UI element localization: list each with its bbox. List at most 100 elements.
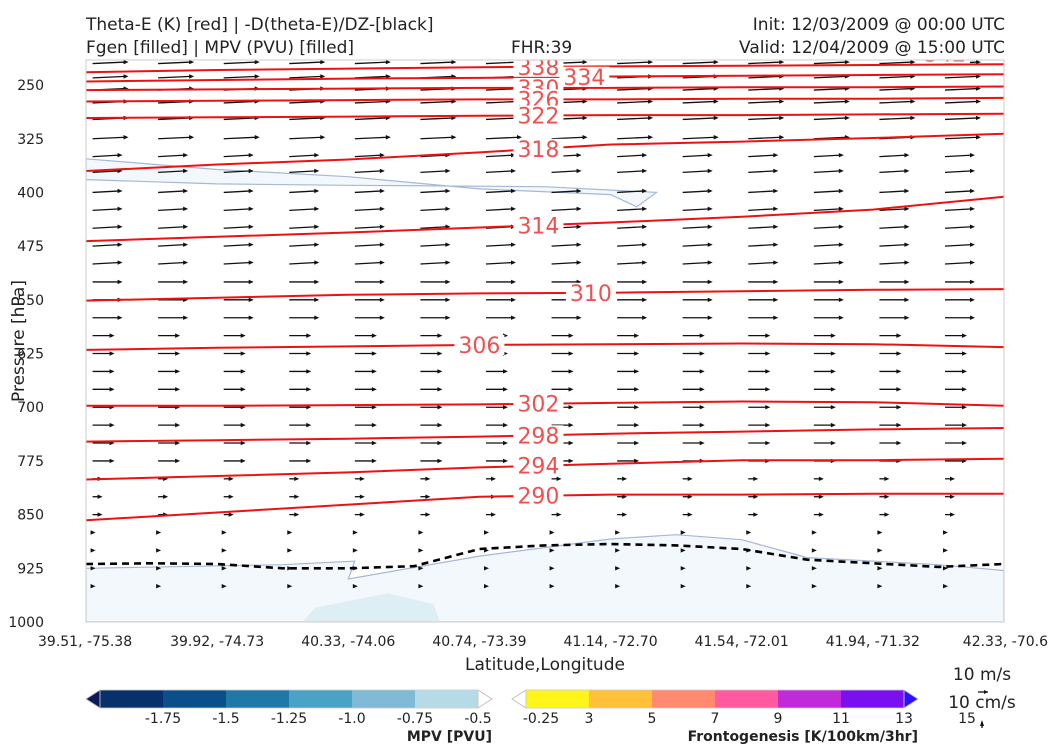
- wind-vector: [158, 279, 189, 285]
- wind-vector: [682, 60, 719, 65]
- wind-vector: [615, 530, 621, 535]
- wind-vector: [813, 297, 844, 303]
- theta-e-contour-label: 294: [517, 455, 559, 480]
- colorbar-segment: [226, 690, 290, 708]
- colorbar-tick-label: -1.5: [212, 711, 239, 727]
- wind-vector: [223, 242, 254, 247]
- wind-vector: [420, 458, 443, 464]
- wind-vector: [485, 152, 516, 158]
- wind-vector: [551, 206, 582, 212]
- theta-e-contour-label: 318: [517, 138, 559, 163]
- wind-vector: [354, 458, 377, 464]
- wind-vector: [682, 476, 693, 482]
- wind-vector: [551, 351, 574, 356]
- wind-vector: [682, 512, 693, 517]
- wind-vector: [289, 315, 320, 320]
- frontogenesis-colorbar-title: Frontogenesis [K/100km/3hr]: [688, 729, 918, 745]
- wind-vector: [485, 168, 516, 174]
- wind-vector: [748, 405, 771, 410]
- wind-vector: [420, 440, 443, 446]
- wind-vector: [551, 422, 574, 428]
- wind-vector: [748, 333, 771, 338]
- wind-vector: [485, 405, 508, 410]
- wind-vector: [813, 152, 844, 158]
- wind-vector: [223, 440, 246, 446]
- wind-vector: [879, 224, 910, 229]
- y-tick-label: 850: [17, 508, 44, 524]
- contour-label-bg: [919, 60, 970, 64]
- wind-vector: [92, 315, 123, 320]
- wind-vector: [942, 548, 948, 553]
- wind-vector: [158, 135, 195, 140]
- wind-vector: [551, 369, 574, 374]
- wind-vector: [944, 242, 975, 247]
- wind-vector: [420, 206, 451, 212]
- wind-vector: [944, 260, 975, 265]
- wind-vector: [223, 351, 246, 356]
- chart-title-line1: Theta-E (K) [red] | -D(theta-E)/DZ-[blac…: [86, 15, 434, 35]
- contour-label-bg: [513, 485, 564, 506]
- x-tick-label: 42.33, -70.6: [963, 634, 1048, 650]
- wind-vector: [813, 440, 836, 446]
- contour-label-bg: [513, 393, 564, 414]
- wind-vector: [483, 566, 489, 571]
- wind-vector: [92, 74, 129, 79]
- wind-vector: [223, 333, 246, 338]
- wind-vector: [877, 530, 883, 535]
- wind-vector: [680, 548, 686, 553]
- wind-vector: [748, 99, 785, 104]
- theta-e-contour-label: 298: [517, 424, 559, 449]
- wind-vector: [879, 422, 902, 428]
- wind-vector: [90, 530, 96, 535]
- wind-vector: [682, 279, 713, 285]
- wind-vector: [879, 152, 910, 158]
- colorbar-tick-label: 15: [958, 711, 976, 727]
- x-tick-label: 39.51, -75.38: [38, 634, 132, 650]
- forecast-hour: FHR:39: [511, 38, 573, 58]
- colorbar-segment: [163, 690, 227, 708]
- wind-vector: [942, 530, 948, 535]
- wind-vector: [223, 260, 254, 265]
- colorbar-extend-left: [511, 689, 527, 709]
- wind-vector: [879, 99, 916, 104]
- wind-vector: [748, 152, 779, 158]
- wind-vector: [748, 387, 771, 392]
- theta-e-contour: [86, 288, 1004, 302]
- wind-vector: [748, 188, 779, 194]
- wind-vector: [92, 242, 123, 247]
- wind-vector: [944, 405, 967, 410]
- wind-vector: [551, 476, 562, 482]
- wind-vector: [354, 405, 377, 410]
- theta-e-contour-label: 302: [517, 393, 559, 418]
- wind-vector: [289, 135, 326, 140]
- y-tick-labels: 250 325 400 475 550 625 700 775 850 925 1000: [8, 78, 44, 631]
- mpv-fill-region: [86, 534, 1004, 622]
- wind-vector: [354, 206, 385, 212]
- wind-vector: [223, 224, 254, 229]
- wind-vector: [289, 152, 320, 158]
- wind-vector: [420, 369, 443, 374]
- wind-vector: [420, 351, 443, 356]
- theta-e-contour-label: 306: [458, 334, 500, 359]
- wind-vector: [551, 242, 582, 247]
- wind-vector: [485, 188, 516, 194]
- wind-vector: [420, 168, 451, 174]
- wind-vector: [813, 512, 824, 517]
- wind-vector: [158, 242, 189, 247]
- wind-vector: [551, 168, 582, 174]
- y-tick-label: 775: [17, 454, 44, 470]
- colorbar-tick-label: -1.0: [338, 711, 365, 727]
- wind-vector: [944, 333, 967, 338]
- wind-vector: [617, 440, 640, 446]
- wind-vector: [156, 530, 162, 535]
- wind-vector: [158, 206, 189, 212]
- wind-vector: [485, 260, 516, 265]
- y-tick-label: 925: [17, 561, 44, 577]
- colorbar-tick-label: -1.25: [271, 711, 307, 727]
- wind-vector: [944, 188, 975, 194]
- wind-vector: [748, 260, 779, 265]
- contour-label-layer: 3423383343303263223183143103063022982942…: [454, 60, 970, 510]
- wind-vector: [92, 333, 115, 338]
- wind-vector: [485, 369, 508, 374]
- contour-label-bg: [513, 105, 564, 126]
